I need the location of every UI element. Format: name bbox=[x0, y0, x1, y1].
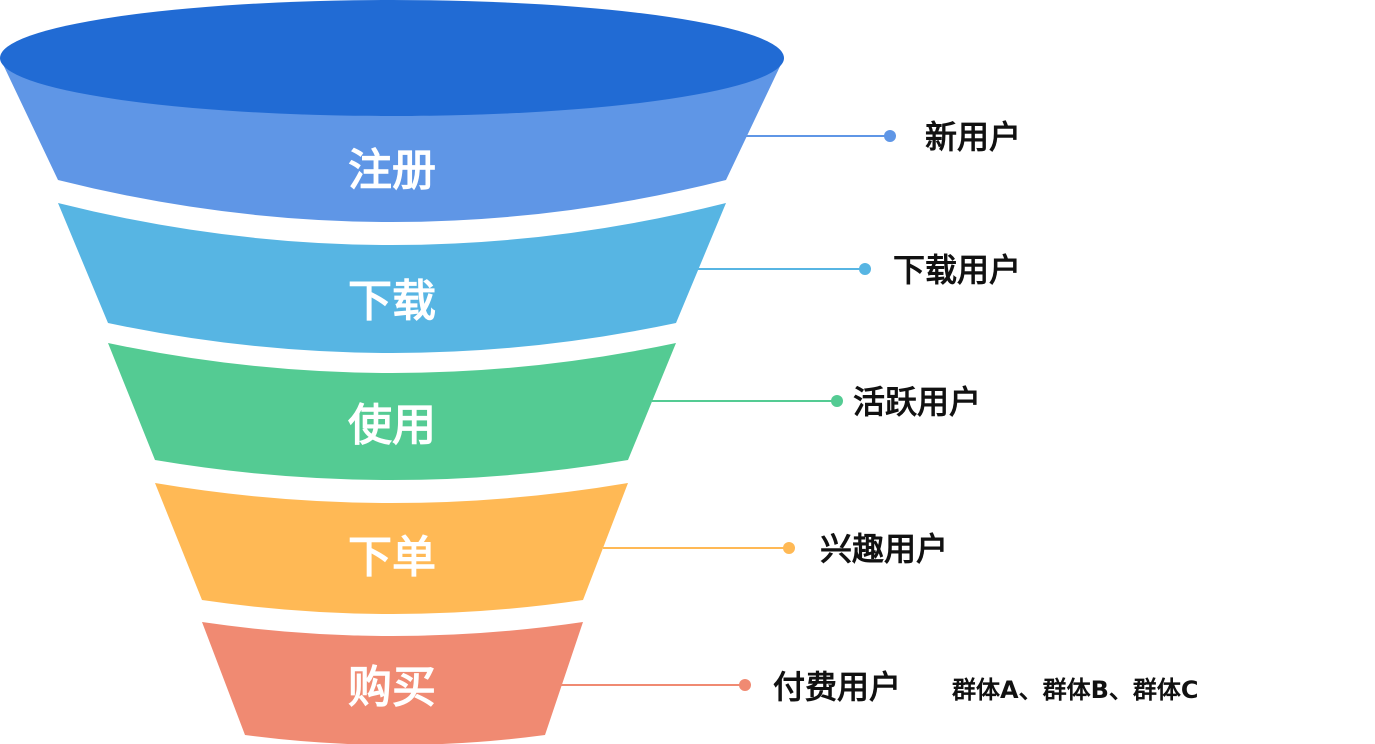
funnel-band-purchase bbox=[202, 622, 583, 744]
connector-dot-order bbox=[783, 542, 795, 554]
stage-label-purchase: 购买 bbox=[348, 662, 436, 713]
user-label-active: 活跃用户 bbox=[853, 383, 981, 421]
connector-dot-purchase bbox=[739, 679, 751, 691]
connector-dot-use bbox=[831, 395, 843, 407]
funnel-top-ellipse bbox=[0, 0, 784, 116]
connector-dot-register bbox=[884, 130, 896, 142]
stage-label-download: 下载 bbox=[348, 276, 436, 327]
user-label-new: 新用户 bbox=[925, 118, 1021, 156]
stage-label-use: 使用 bbox=[348, 400, 436, 451]
stage-label-register: 注册 bbox=[348, 145, 436, 196]
connector-dot-download bbox=[859, 263, 871, 275]
user-label-paid: 付费用户 bbox=[773, 668, 901, 706]
stage-label-order: 下单 bbox=[348, 532, 436, 583]
funnel-band-use bbox=[108, 343, 676, 480]
groups-note: 群体A、群体B、群体C bbox=[952, 676, 1198, 704]
funnel-band-order bbox=[155, 483, 628, 614]
user-label-interest: 兴趣用户 bbox=[820, 530, 948, 568]
funnel-band-register bbox=[0, 58, 784, 222]
user-label-download: 下载用户 bbox=[893, 251, 1021, 289]
funnel-band-download bbox=[58, 203, 726, 353]
